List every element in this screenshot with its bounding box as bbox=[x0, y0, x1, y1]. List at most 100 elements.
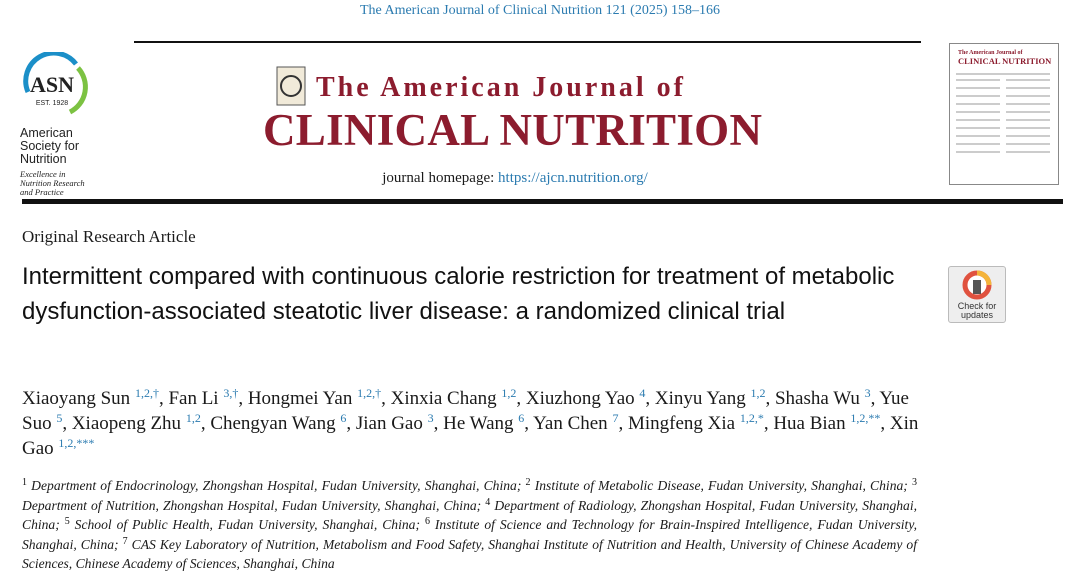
author-name: Yan Chen bbox=[533, 413, 608, 434]
separator: , bbox=[763, 413, 769, 434]
author-name: He Wang bbox=[443, 413, 514, 434]
affiliation-number: 5 bbox=[64, 516, 70, 527]
society-name: Nutrition bbox=[20, 152, 67, 166]
separator: , bbox=[62, 413, 68, 434]
journal-title: The American Journal of bbox=[316, 72, 686, 103]
author-name: Xinxia Chang bbox=[390, 388, 497, 409]
author-affiliation: 1,2 bbox=[501, 386, 517, 400]
arc bbox=[23, 50, 78, 93]
article-title: Intermittent compared with continuous ca… bbox=[22, 263, 895, 325]
separator: , bbox=[618, 413, 624, 434]
author-affiliation: 5 bbox=[56, 411, 63, 425]
affiliation: 6 Institute of Science and Technology fo… bbox=[22, 517, 917, 552]
separator: , bbox=[870, 388, 876, 409]
author: Xin Gao 1,2,*** bbox=[22, 413, 918, 459]
author: Yan Chen 7 bbox=[533, 411, 619, 434]
arc bbox=[68, 66, 88, 115]
author: Jian Gao 3 bbox=[355, 412, 434, 434]
author-name: Hua Bian bbox=[773, 413, 846, 434]
author-affiliation: 1,2 bbox=[185, 411, 201, 425]
separator: , bbox=[516, 388, 522, 409]
author-name: Chengyan Wang bbox=[210, 413, 336, 434]
journal-emblem bbox=[276, 66, 306, 106]
author: Chengyan Wang 6 bbox=[210, 411, 347, 434]
affiliation-text: Department of Endocrinology, Zhongshan H… bbox=[31, 478, 522, 493]
author-affiliation: 6 bbox=[518, 411, 525, 425]
affiliation-text: School of Public Health, Fudan Universit… bbox=[74, 517, 420, 532]
separator: , bbox=[880, 413, 886, 434]
author: Xiuzhong Yao 4 bbox=[525, 386, 646, 409]
separator: , bbox=[765, 388, 771, 409]
author-name: Mingfeng Xia bbox=[627, 413, 736, 434]
affiliation: 2 Institute of Metabolic Disease, Fudan … bbox=[526, 478, 908, 494]
author-name: Hongmei Yan bbox=[247, 388, 353, 409]
author-affiliation: 6 bbox=[340, 411, 347, 425]
affiliation: 1 Department of Endocrinology, Zhongshan… bbox=[22, 478, 522, 494]
emblem-mark bbox=[280, 75, 302, 97]
author-name: Shasha Wu bbox=[774, 388, 860, 409]
author-affiliation: 3,† bbox=[223, 386, 239, 400]
author: Xiaoyang Sun 1,2,† bbox=[22, 386, 159, 409]
author-affiliation: 1,2,*** bbox=[58, 436, 95, 450]
homepage-link[interactable]: https://ajcn.nutrition.org/ bbox=[498, 170, 648, 186]
society-name: Society for bbox=[20, 139, 80, 153]
separator: , bbox=[433, 413, 439, 434]
article-type: Original Research Article bbox=[22, 227, 196, 246]
separator: , bbox=[524, 413, 530, 434]
author-name: Xiuzhong Yao bbox=[525, 388, 635, 409]
author-affiliation: 3 bbox=[864, 386, 871, 400]
affiliation: 4 Department of Radiology, Zhongshan Hos… bbox=[22, 497, 918, 533]
authors: Xiaoyang Sun 1,2,†, Fan Li 3,†, Hongmei … bbox=[22, 386, 922, 461]
journal-title: CLINICAL NUTRITION bbox=[263, 105, 763, 155]
separator: , bbox=[381, 388, 386, 409]
author-affiliation: 1,2,** bbox=[850, 411, 881, 425]
affiliation-number: 6 bbox=[424, 516, 430, 527]
affiliation-number: 7 bbox=[122, 535, 128, 547]
author: He Wang 6 bbox=[443, 411, 525, 434]
affiliations: 1 Department of Endocrinology, Zhongshan… bbox=[22, 476, 917, 574]
author: Hua Bian 1,2,** bbox=[773, 411, 881, 434]
badge-icon bbox=[962, 270, 992, 300]
author-name: Jian Gao bbox=[355, 413, 423, 434]
author: Yue Suo 5 bbox=[22, 388, 909, 434]
affiliation-number: 3 bbox=[912, 477, 917, 488]
separator: , bbox=[238, 388, 244, 409]
cover-title: CLINICAL NUTRITION bbox=[958, 56, 1052, 66]
citation: The American Journal of Clinical Nutriti… bbox=[359, 3, 721, 18]
separator: , bbox=[346, 413, 352, 434]
author-affiliation: 1,2,* bbox=[739, 411, 764, 425]
author-name: Yue Suo bbox=[22, 388, 909, 434]
author-name: Xiaopeng Zhu bbox=[71, 413, 182, 434]
society-tagline: Nutrition Research bbox=[20, 178, 85, 188]
society-name: American bbox=[20, 126, 73, 140]
affiliation-text: Department of Nutrition, Zhongshan Hospi… bbox=[22, 497, 482, 513]
author-affiliation: 1,2,† bbox=[134, 386, 159, 400]
affiliation: 3 Department of Nutrition, Zhongshan Hos… bbox=[22, 478, 917, 513]
asn-text: ASN bbox=[30, 72, 74, 97]
author-name: Fan Li bbox=[168, 388, 219, 409]
asn-emblem: ASN EST. 1928 bbox=[23, 50, 88, 115]
affiliation: 7 CAS Key Laboratory of Nutrition, Metab… bbox=[22, 535, 917, 571]
affiliation-text: Institute of Science and Technology for … bbox=[22, 517, 918, 552]
separator: , bbox=[645, 388, 651, 409]
check-updates[interactable]: Check for updates bbox=[948, 266, 1006, 323]
cover-contents bbox=[956, 73, 1050, 153]
author: Fan Li 3,† bbox=[168, 386, 239, 409]
badge-ring bbox=[976, 270, 992, 286]
author: Shasha Wu 3 bbox=[774, 386, 871, 409]
affiliation-text: Institute of Metabolic Disease, Fudan Un… bbox=[534, 478, 908, 493]
affiliation-text: Department of Radiology, Zhongshan Hospi… bbox=[22, 497, 918, 533]
badge-bookmark bbox=[973, 280, 981, 294]
author: Hongmei Yan 1,2,† bbox=[247, 386, 382, 409]
author-name: Xiaoyang Sun bbox=[22, 388, 131, 409]
author-affiliation: 4 bbox=[639, 386, 646, 400]
author-affiliation: 7 bbox=[612, 411, 619, 425]
society-tagline: Excellence in bbox=[20, 169, 66, 179]
author-affiliation: 1,2,† bbox=[357, 386, 382, 400]
rule bbox=[22, 199, 1063, 204]
author: Xinxia Chang 1,2 bbox=[390, 386, 517, 409]
separator: , bbox=[158, 388, 164, 409]
society-tagline: and Practice bbox=[20, 187, 64, 197]
homepage: journal homepage: https://ajcn.nutrition… bbox=[0, 170, 1030, 187]
